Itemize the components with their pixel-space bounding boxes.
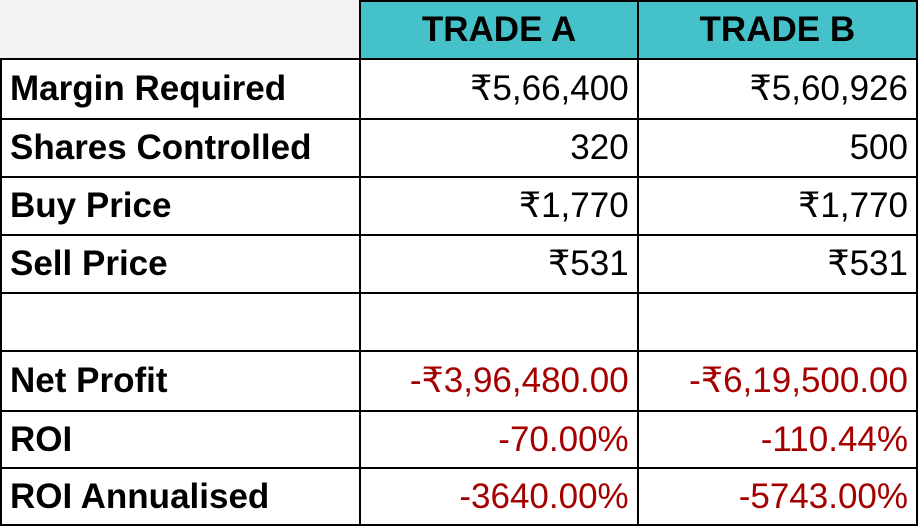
trade-b-value[interactable]: -5743.00% — [636, 467, 918, 526]
header-row: TRADE A TRADE B — [1, 0, 918, 60]
trade-a-value[interactable]: -70.00% — [359, 410, 639, 469]
table-row: Shares Controlled 320 500 — [0, 118, 918, 178]
trade-a-value[interactable]: ₹531 — [359, 234, 639, 294]
row-label[interactable]: Net Profit — [0, 350, 362, 412]
row-label[interactable]: ROI — [0, 410, 362, 469]
table-row: ROI -70.00% -110.44% — [0, 410, 918, 469]
row-label[interactable] — [0, 292, 362, 352]
header-trade-a[interactable]: TRADE A — [359, 0, 639, 60]
trade-b-value[interactable]: 500 — [636, 118, 918, 178]
trade-a-value[interactable]: ₹5,66,400 — [359, 58, 639, 120]
table-row: Net Profit -₹3,96,480.00 -₹6,19,500.00 — [0, 350, 918, 412]
trade-b-value[interactable]: ₹531 — [636, 234, 918, 294]
row-label[interactable]: Sell Price — [0, 234, 362, 294]
row-label[interactable]: Buy Price — [0, 176, 362, 236]
row-label[interactable]: ROI Annualised — [0, 467, 362, 526]
trade-a-value[interactable]: -3640.00% — [359, 467, 639, 526]
table-row: ROI Annualised -3640.00% -5743.00% — [0, 467, 918, 526]
trade-b-value[interactable] — [636, 292, 918, 352]
corner-cell[interactable] — [1, 1, 362, 60]
trade-b-value[interactable]: -110.44% — [636, 410, 918, 469]
trade-a-value[interactable]: ₹1,770 — [359, 176, 639, 236]
table-row: Margin Required ₹5,66,400 ₹5,60,926 — [0, 58, 918, 120]
empty-row — [0, 292, 918, 352]
trade-a-value[interactable]: -₹3,96,480.00 — [359, 350, 639, 412]
trade-b-value[interactable]: ₹1,770 — [636, 176, 918, 236]
trade-b-value[interactable]: ₹5,60,926 — [636, 58, 918, 120]
trade-a-value[interactable]: 320 — [359, 118, 639, 178]
table-row: Buy Price ₹1,770 ₹1,770 — [0, 176, 918, 236]
trade-a-value[interactable] — [359, 292, 639, 352]
row-label[interactable]: Shares Controlled — [0, 118, 362, 178]
row-label[interactable]: Margin Required — [0, 58, 362, 120]
header-trade-b[interactable]: TRADE B — [636, 0, 918, 60]
trade-b-value[interactable]: -₹6,19,500.00 — [636, 350, 918, 412]
table-row: Sell Price ₹531 ₹531 — [0, 234, 918, 294]
